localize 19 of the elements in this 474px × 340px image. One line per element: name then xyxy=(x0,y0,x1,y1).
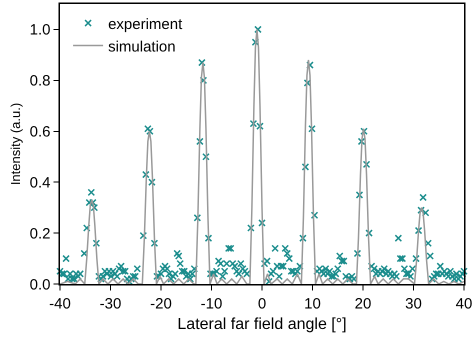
x-tick-label: -20 xyxy=(150,296,172,312)
x-tick-label: -10 xyxy=(200,296,222,312)
y-tick-label: 0.0 xyxy=(30,276,50,294)
y-axis-title: Intensity (a.u.) xyxy=(8,102,23,186)
y-tick-label: 0.8 xyxy=(30,72,50,90)
y-tick-label: 0.2 xyxy=(30,225,50,242)
x-axis-title: Lateral far field angle [°] xyxy=(177,316,347,333)
x-tick-label: 30 xyxy=(405,296,422,312)
x-tick-label: 20 xyxy=(354,296,372,312)
y-tick-label: 0.4 xyxy=(30,174,50,192)
x-tick-label: 10 xyxy=(304,296,321,312)
x-tick-label: 0 xyxy=(258,296,266,312)
y-tick-label: 0.6 xyxy=(30,124,50,141)
y-tick-label: 1.0 xyxy=(30,22,50,39)
x-tick-label: -30 xyxy=(100,296,122,312)
x-tick-label: 40 xyxy=(456,296,472,312)
legend-label: simulation xyxy=(108,38,176,56)
x-tick-label: -40 xyxy=(49,296,71,312)
legend-label: experiment xyxy=(108,16,184,33)
